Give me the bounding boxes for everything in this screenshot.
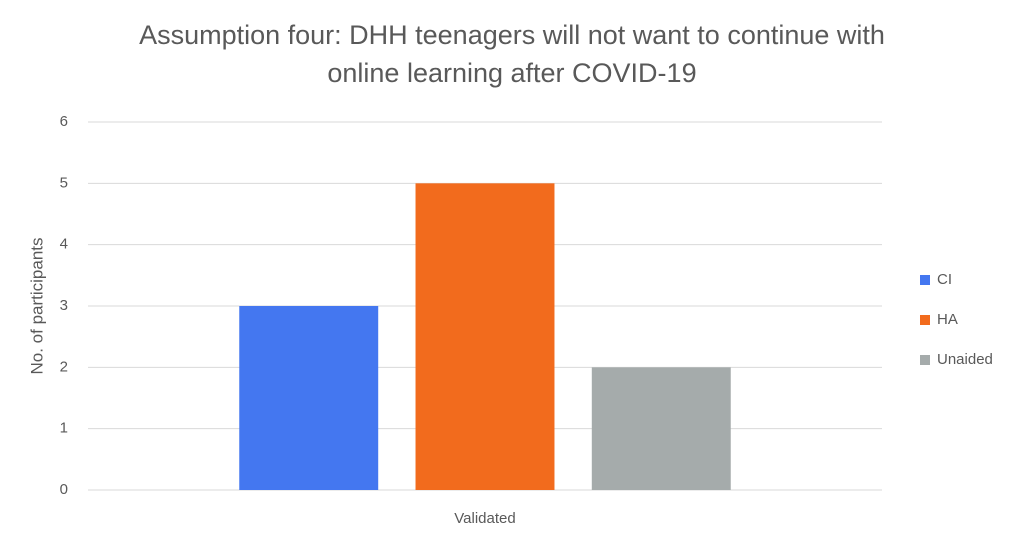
- y-tick-label: 1: [60, 420, 68, 437]
- y-axis-label: No. of participants: [27, 237, 46, 374]
- chart-title: Assumption four: DHH teenagers will not …: [139, 20, 885, 88]
- bar: [591, 367, 731, 490]
- bar: [239, 306, 379, 490]
- legend-swatch: [920, 315, 930, 325]
- y-tick-label: 2: [60, 358, 68, 375]
- y-tick-label: 6: [60, 113, 68, 130]
- y-tick-label: 3: [60, 297, 68, 314]
- y-tick-label: 4: [60, 236, 68, 253]
- legend-swatch: [920, 275, 930, 285]
- legend-label: HA: [937, 311, 958, 328]
- legend-swatch: [920, 355, 930, 365]
- legend-label: CI: [937, 271, 952, 288]
- y-tick-label: 5: [60, 174, 68, 191]
- bar: [415, 183, 555, 491]
- x-tick-label: Validated: [454, 510, 515, 527]
- legend-label: Unaided: [937, 351, 993, 368]
- y-tick-label: 0: [60, 481, 68, 498]
